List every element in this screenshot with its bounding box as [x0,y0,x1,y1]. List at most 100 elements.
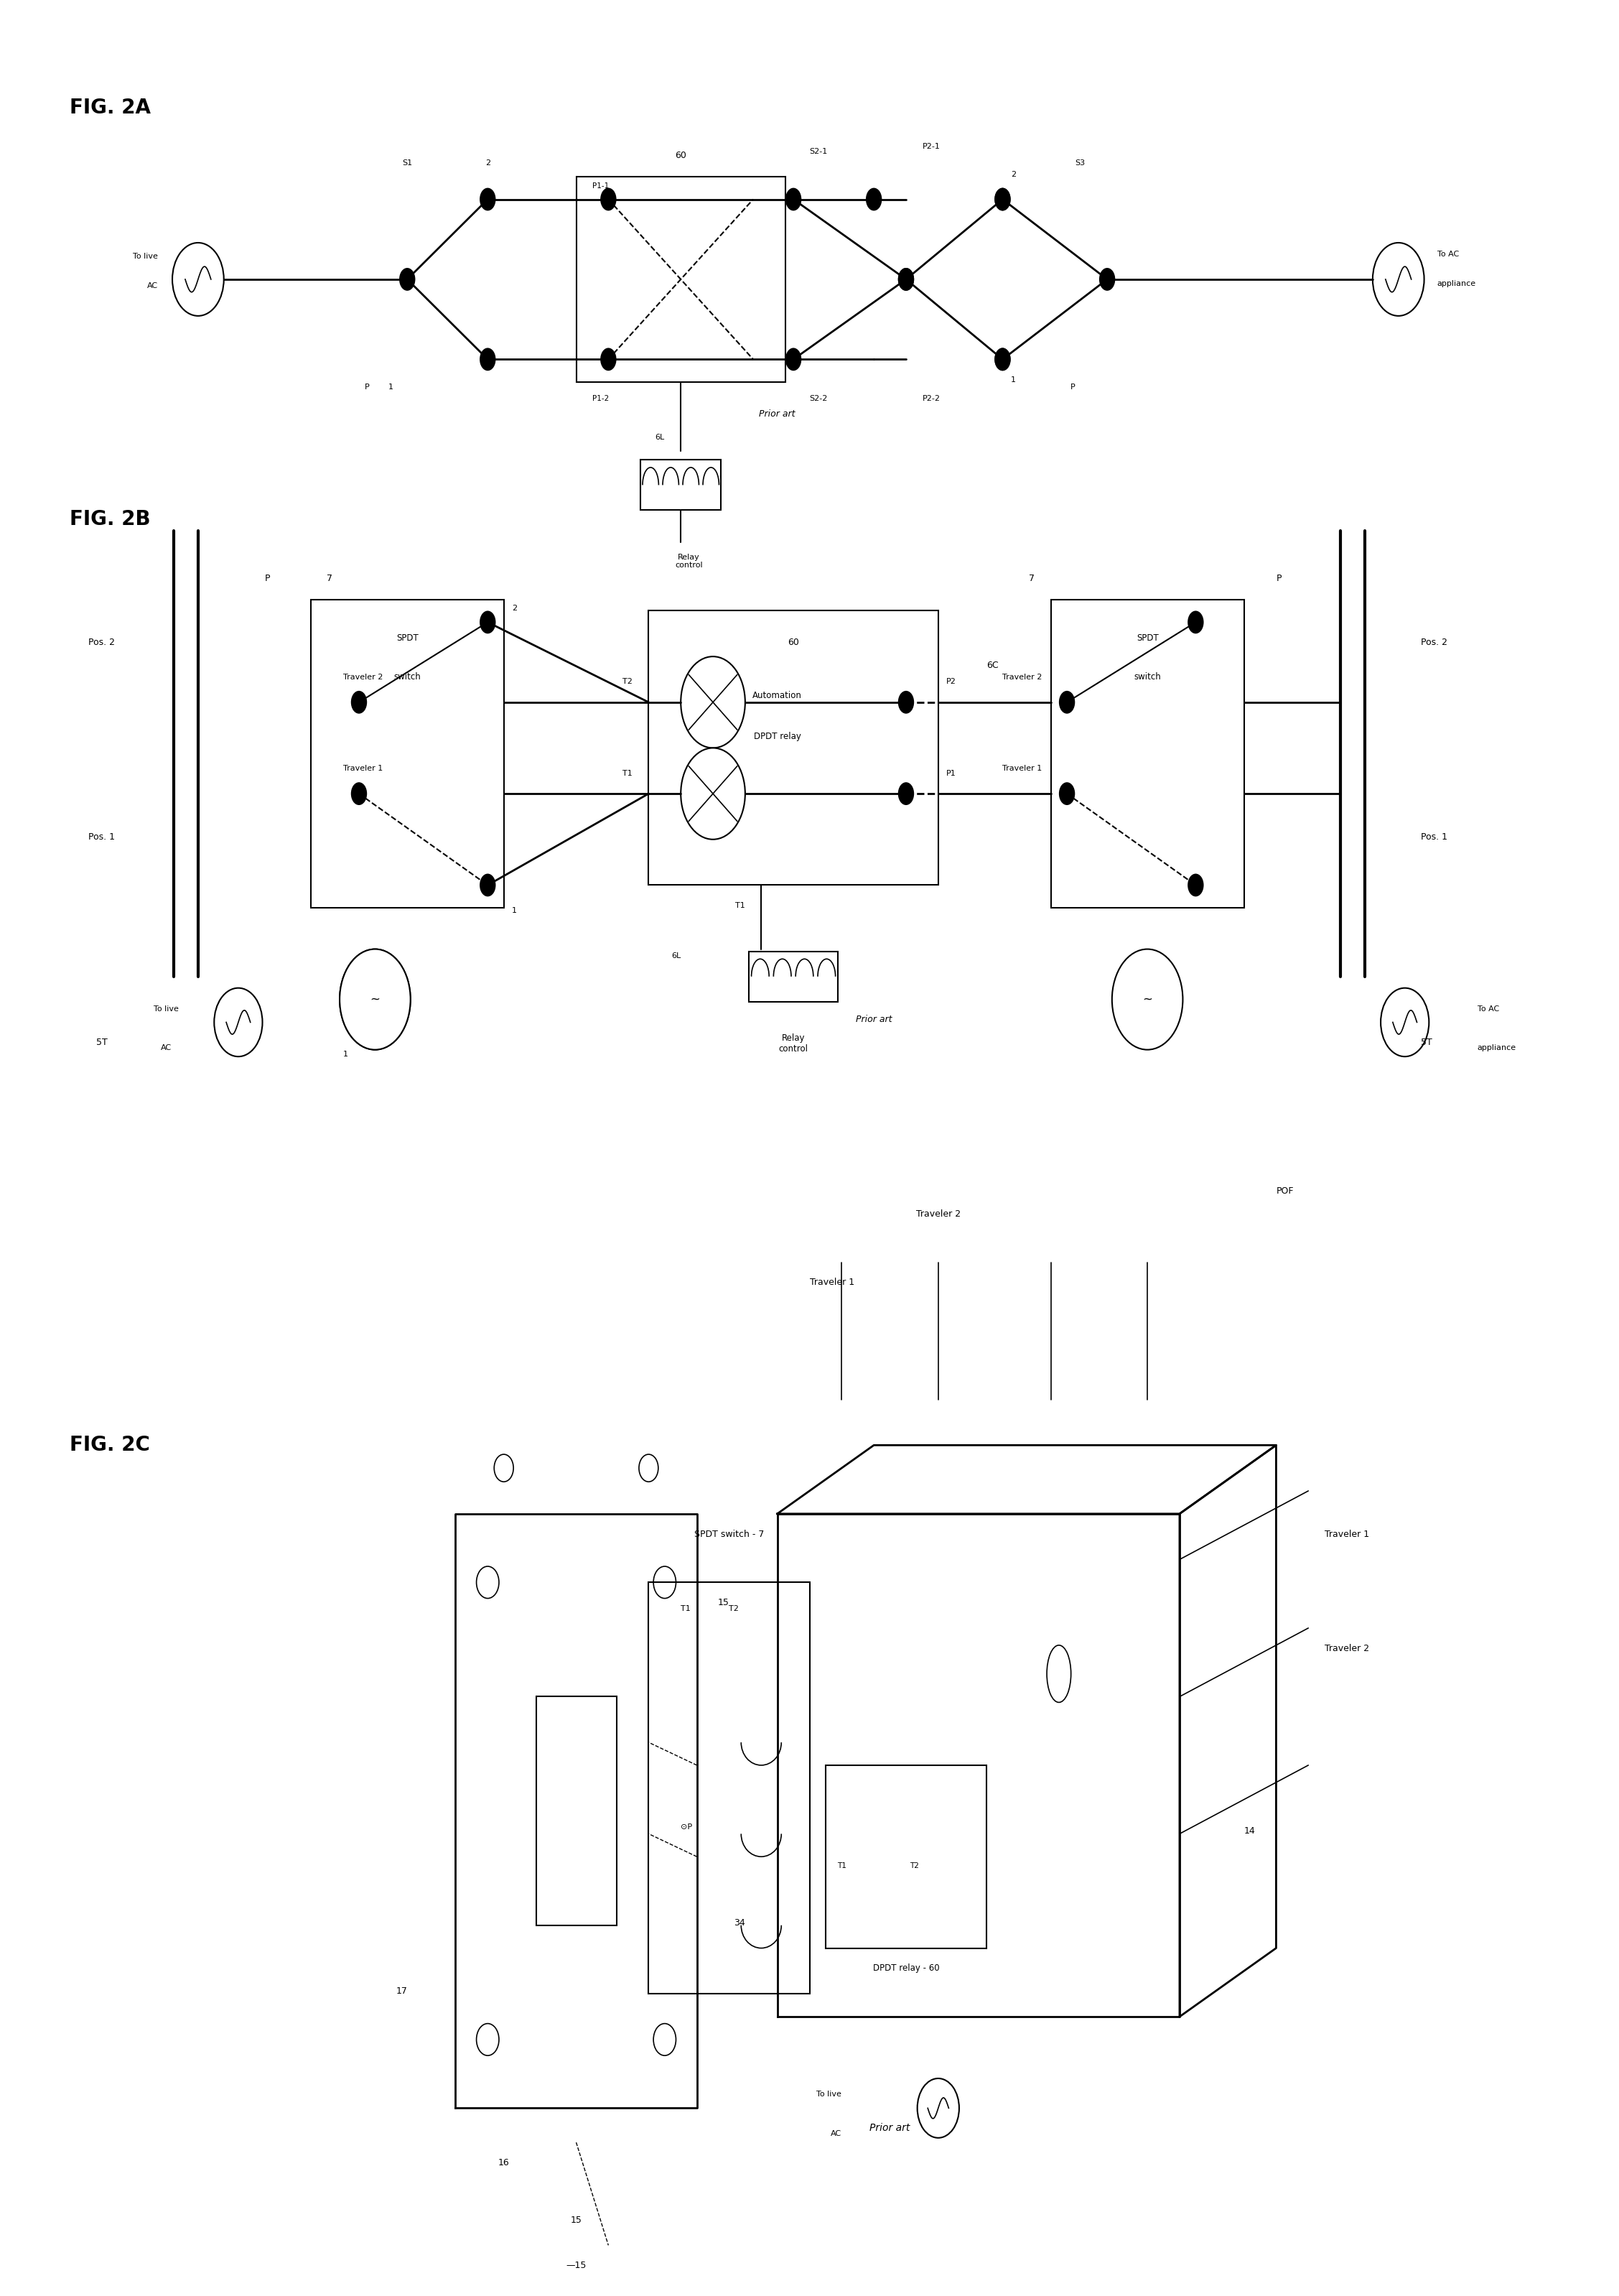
Text: AC: AC [160,1045,172,1052]
Circle shape [1059,783,1075,806]
Text: To AC: To AC [1438,250,1459,257]
Text: FIG. 2C: FIG. 2C [70,1435,149,1456]
Text: 15: 15 [570,2216,581,2225]
Circle shape [172,243,223,317]
Circle shape [214,987,262,1056]
Text: 6C: 6C [986,661,999,670]
Text: Relay
control: Relay control [779,1033,808,1054]
Text: Relay
control: Relay control [675,553,703,569]
Text: P: P [1070,383,1075,390]
Text: 5T: 5T [96,1038,107,1047]
Circle shape [640,1453,659,1481]
Text: 17: 17 [395,1986,408,1995]
Text: Prior art: Prior art [856,1015,892,1024]
Text: T2: T2 [729,1605,738,1612]
Circle shape [1381,987,1430,1056]
Text: Prior art: Prior art [869,2124,910,2133]
Circle shape [400,269,416,292]
Text: FIG. 2B: FIG. 2B [70,510,151,530]
Text: 60: 60 [675,152,686,161]
Text: switch: switch [1133,673,1161,682]
Circle shape [785,349,801,370]
Text: 15: 15 [717,1598,729,1607]
Text: DPDT relay: DPDT relay [754,732,801,742]
Bar [826,1766,986,1947]
Text: SPDT: SPDT [397,634,418,643]
Bar [641,459,720,510]
Circle shape [340,948,411,1049]
Text: P: P [1276,574,1282,583]
Circle shape [479,188,495,211]
Circle shape [654,1566,677,1598]
Text: T2: T2 [910,1862,918,1869]
Text: To live: To live [154,1006,178,1013]
Text: 34: 34 [733,1917,745,1926]
Text: DPDT relay - 60: DPDT relay - 60 [873,1963,939,1972]
Text: P1: P1 [945,769,957,776]
Bar [1051,599,1243,907]
Text: 14: 14 [1243,1828,1255,1837]
Circle shape [479,875,495,895]
Text: switch: switch [393,673,421,682]
Circle shape [994,188,1010,211]
Circle shape [899,269,915,292]
Text: Traveler 1: Traveler 1 [1324,1529,1370,1538]
Text: 1: 1 [1010,377,1015,383]
Circle shape [654,2023,677,2055]
Circle shape [351,783,368,806]
Circle shape [601,188,617,211]
Text: Traveler 2: Traveler 2 [1324,1644,1370,1653]
Circle shape [994,349,1010,370]
Text: P: P [266,574,270,583]
Circle shape [1188,611,1203,634]
Text: P2-2: P2-2 [923,395,941,402]
Text: 6L: 6L [672,953,680,960]
Text: Prior art: Prior art [759,409,795,418]
Ellipse shape [1047,1646,1070,1701]
Text: SPDT switch - 7: SPDT switch - 7 [695,1529,764,1538]
Circle shape [1373,243,1425,317]
Text: P: P [364,383,369,390]
Text: AC: AC [831,2131,842,2138]
Circle shape [680,748,745,840]
Circle shape [1112,948,1183,1049]
Bar [576,177,785,381]
Text: T1: T1 [623,769,633,776]
Circle shape [476,2023,499,2055]
Text: S2-2: S2-2 [810,395,827,402]
Text: appliance: appliance [1477,1045,1515,1052]
Text: Traveler 2: Traveler 2 [1002,673,1043,682]
Text: Traveler 1: Traveler 1 [343,765,382,771]
Circle shape [1059,691,1075,714]
Text: ~: ~ [1143,992,1153,1006]
Circle shape [494,1453,513,1481]
Text: P2: P2 [945,677,957,687]
Circle shape [994,188,1010,211]
Text: P2-1: P2-1 [923,142,941,152]
Text: To live: To live [816,2092,842,2099]
Text: Pos. 2: Pos. 2 [89,638,115,647]
Text: Pos. 1: Pos. 1 [89,831,115,843]
Text: 1: 1 [389,383,393,390]
Text: Pos. 2: Pos. 2 [1421,638,1447,647]
Text: 6L: 6L [656,434,665,441]
Text: SPDT: SPDT [1137,634,1159,643]
Circle shape [994,349,1010,370]
Text: 7: 7 [1030,574,1035,583]
Text: 7: 7 [327,574,332,583]
Text: To live: To live [133,253,157,259]
Circle shape [1188,875,1203,895]
Circle shape [476,1566,499,1598]
Circle shape [899,691,915,714]
Circle shape [601,349,617,370]
Circle shape [479,611,495,634]
Text: T1: T1 [735,902,745,909]
Circle shape [351,691,368,714]
Text: 2: 2 [1010,170,1015,177]
Text: T1: T1 [837,1862,847,1869]
Text: To AC: To AC [1477,1006,1499,1013]
Bar [649,611,939,884]
Text: T1: T1 [680,1605,691,1612]
Text: 16: 16 [499,2158,510,2167]
Circle shape [1099,269,1115,292]
